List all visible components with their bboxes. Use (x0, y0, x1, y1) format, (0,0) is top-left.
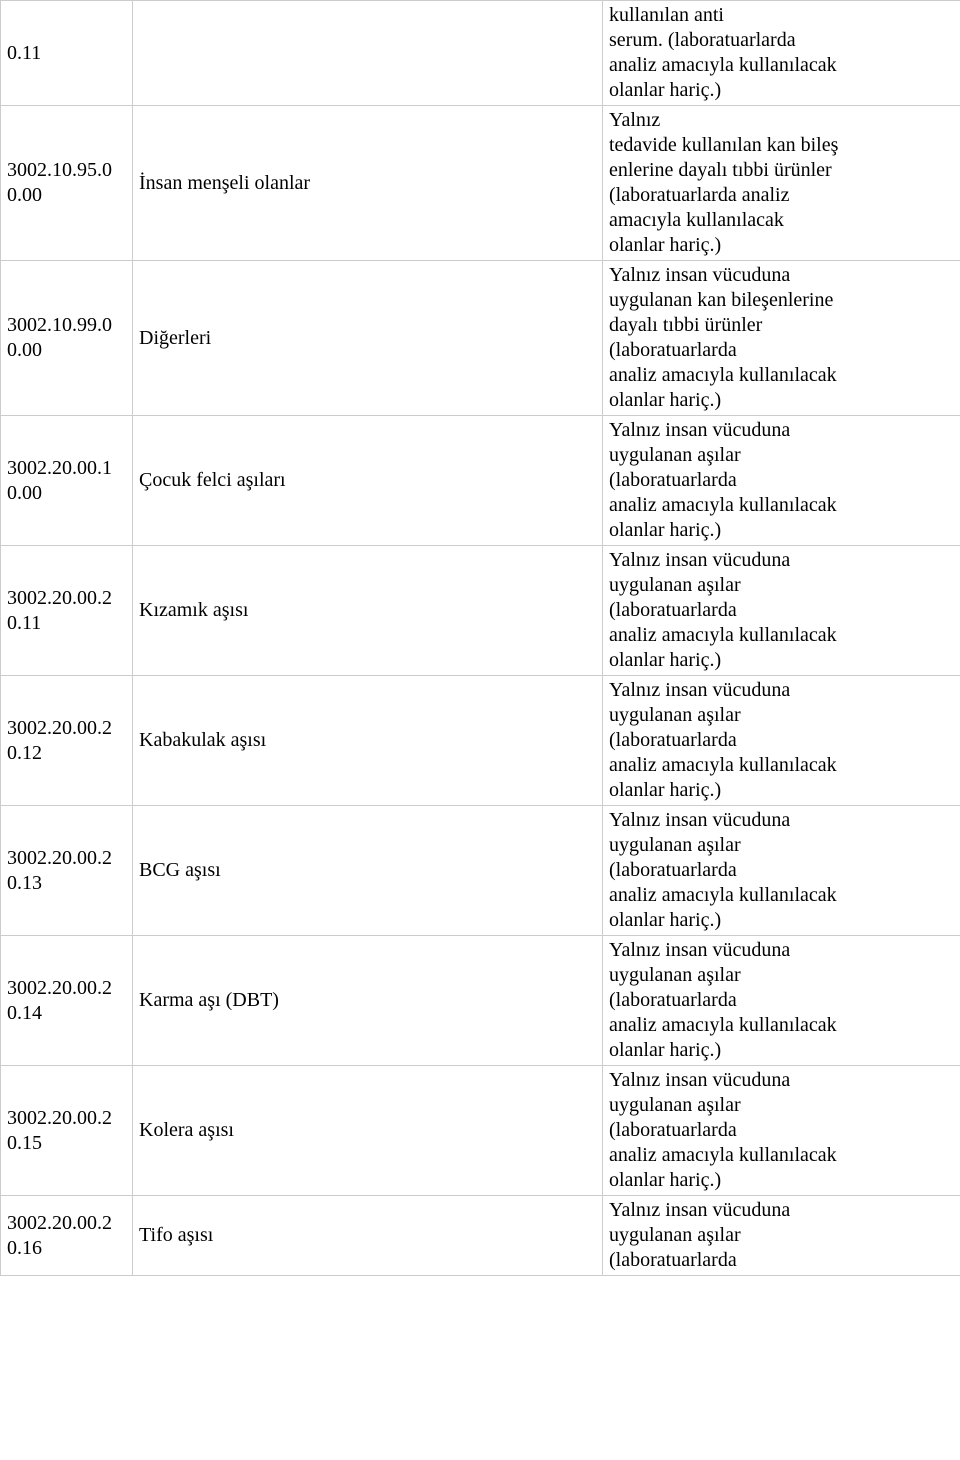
table-row: 3002.20.00.20.15 Kolera aşısı Yalnız ins… (1, 1066, 960, 1196)
desc-cell: Yalnız insan vücudunauygulanan aşılar(la… (603, 1196, 960, 1276)
code-cell: 3002.20.00.20.15 (1, 1066, 133, 1196)
name-cell: İnsan menşeli olanlar (133, 106, 603, 261)
table-row: 3002.20.00.20.16 Tifo aşısı Yalnız insan… (1, 1196, 960, 1276)
data-table: 0.11 kullanılan antiserum. (laboratuarla… (0, 0, 960, 1276)
desc-cell: Yalnız insan vücudunauygulanan aşılar(la… (603, 416, 960, 546)
table-row: 0.11 kullanılan antiserum. (laboratuarla… (1, 1, 960, 106)
desc-cell: Yalnız insan vücudunauygulanan aşılar(la… (603, 1066, 960, 1196)
table-row: 3002.20.00.10.00 Çocuk felci aşıları Yal… (1, 416, 960, 546)
table-row: 3002.20.00.20.13 BCG aşısı Yalnız insan … (1, 806, 960, 936)
table-row: 3002.20.00.20.11 Kızamık aşısı Yalnız in… (1, 546, 960, 676)
name-cell: Kabakulak aşısı (133, 676, 603, 806)
table-row: 3002.10.99.00.00 Diğerleri Yalnız insan … (1, 261, 960, 416)
name-cell: Karma aşı (DBT) (133, 936, 603, 1066)
code-cell: 3002.20.00.20.14 (1, 936, 133, 1066)
code-cell: 3002.20.00.10.00 (1, 416, 133, 546)
name-cell: Diğerleri (133, 261, 603, 416)
name-cell: Kızamık aşısı (133, 546, 603, 676)
name-cell: Çocuk felci aşıları (133, 416, 603, 546)
desc-cell: Yalnız insan vücudunauygulanan aşılar(la… (603, 676, 960, 806)
code-cell: 3002.20.00.20.12 (1, 676, 133, 806)
code-cell: 0.11 (1, 1, 133, 106)
desc-cell: Yalnız insan vücudunauygulanan aşılar(la… (603, 546, 960, 676)
code-cell: 3002.20.00.20.13 (1, 806, 133, 936)
desc-cell: kullanılan antiserum. (laboratuarlardaan… (603, 1, 960, 106)
code-cell: 3002.20.00.20.16 (1, 1196, 133, 1276)
table-row: 3002.10.95.00.00 İnsan menşeli olanlar Y… (1, 106, 960, 261)
table-row: 3002.20.00.20.14 Karma aşı (DBT) Yalnız … (1, 936, 960, 1066)
name-cell: BCG aşısı (133, 806, 603, 936)
desc-cell: Yalnız insan vücudunauygulanan aşılar(la… (603, 936, 960, 1066)
name-cell (133, 1, 603, 106)
table-row: 3002.20.00.20.12 Kabakulak aşısı Yalnız … (1, 676, 960, 806)
desc-cell: Yalnıztedavide kullanılan kan bileşenler… (603, 106, 960, 261)
name-cell: Tifo aşısı (133, 1196, 603, 1276)
code-cell: 3002.10.99.00.00 (1, 261, 133, 416)
desc-cell: Yalnız insan vücudunauygulanan kan bileş… (603, 261, 960, 416)
name-cell: Kolera aşısı (133, 1066, 603, 1196)
table-body: 0.11 kullanılan antiserum. (laboratuarla… (1, 1, 960, 1276)
code-cell: 3002.10.95.00.00 (1, 106, 133, 261)
code-cell: 3002.20.00.20.11 (1, 546, 133, 676)
desc-cell: Yalnız insan vücudunauygulanan aşılar(la… (603, 806, 960, 936)
